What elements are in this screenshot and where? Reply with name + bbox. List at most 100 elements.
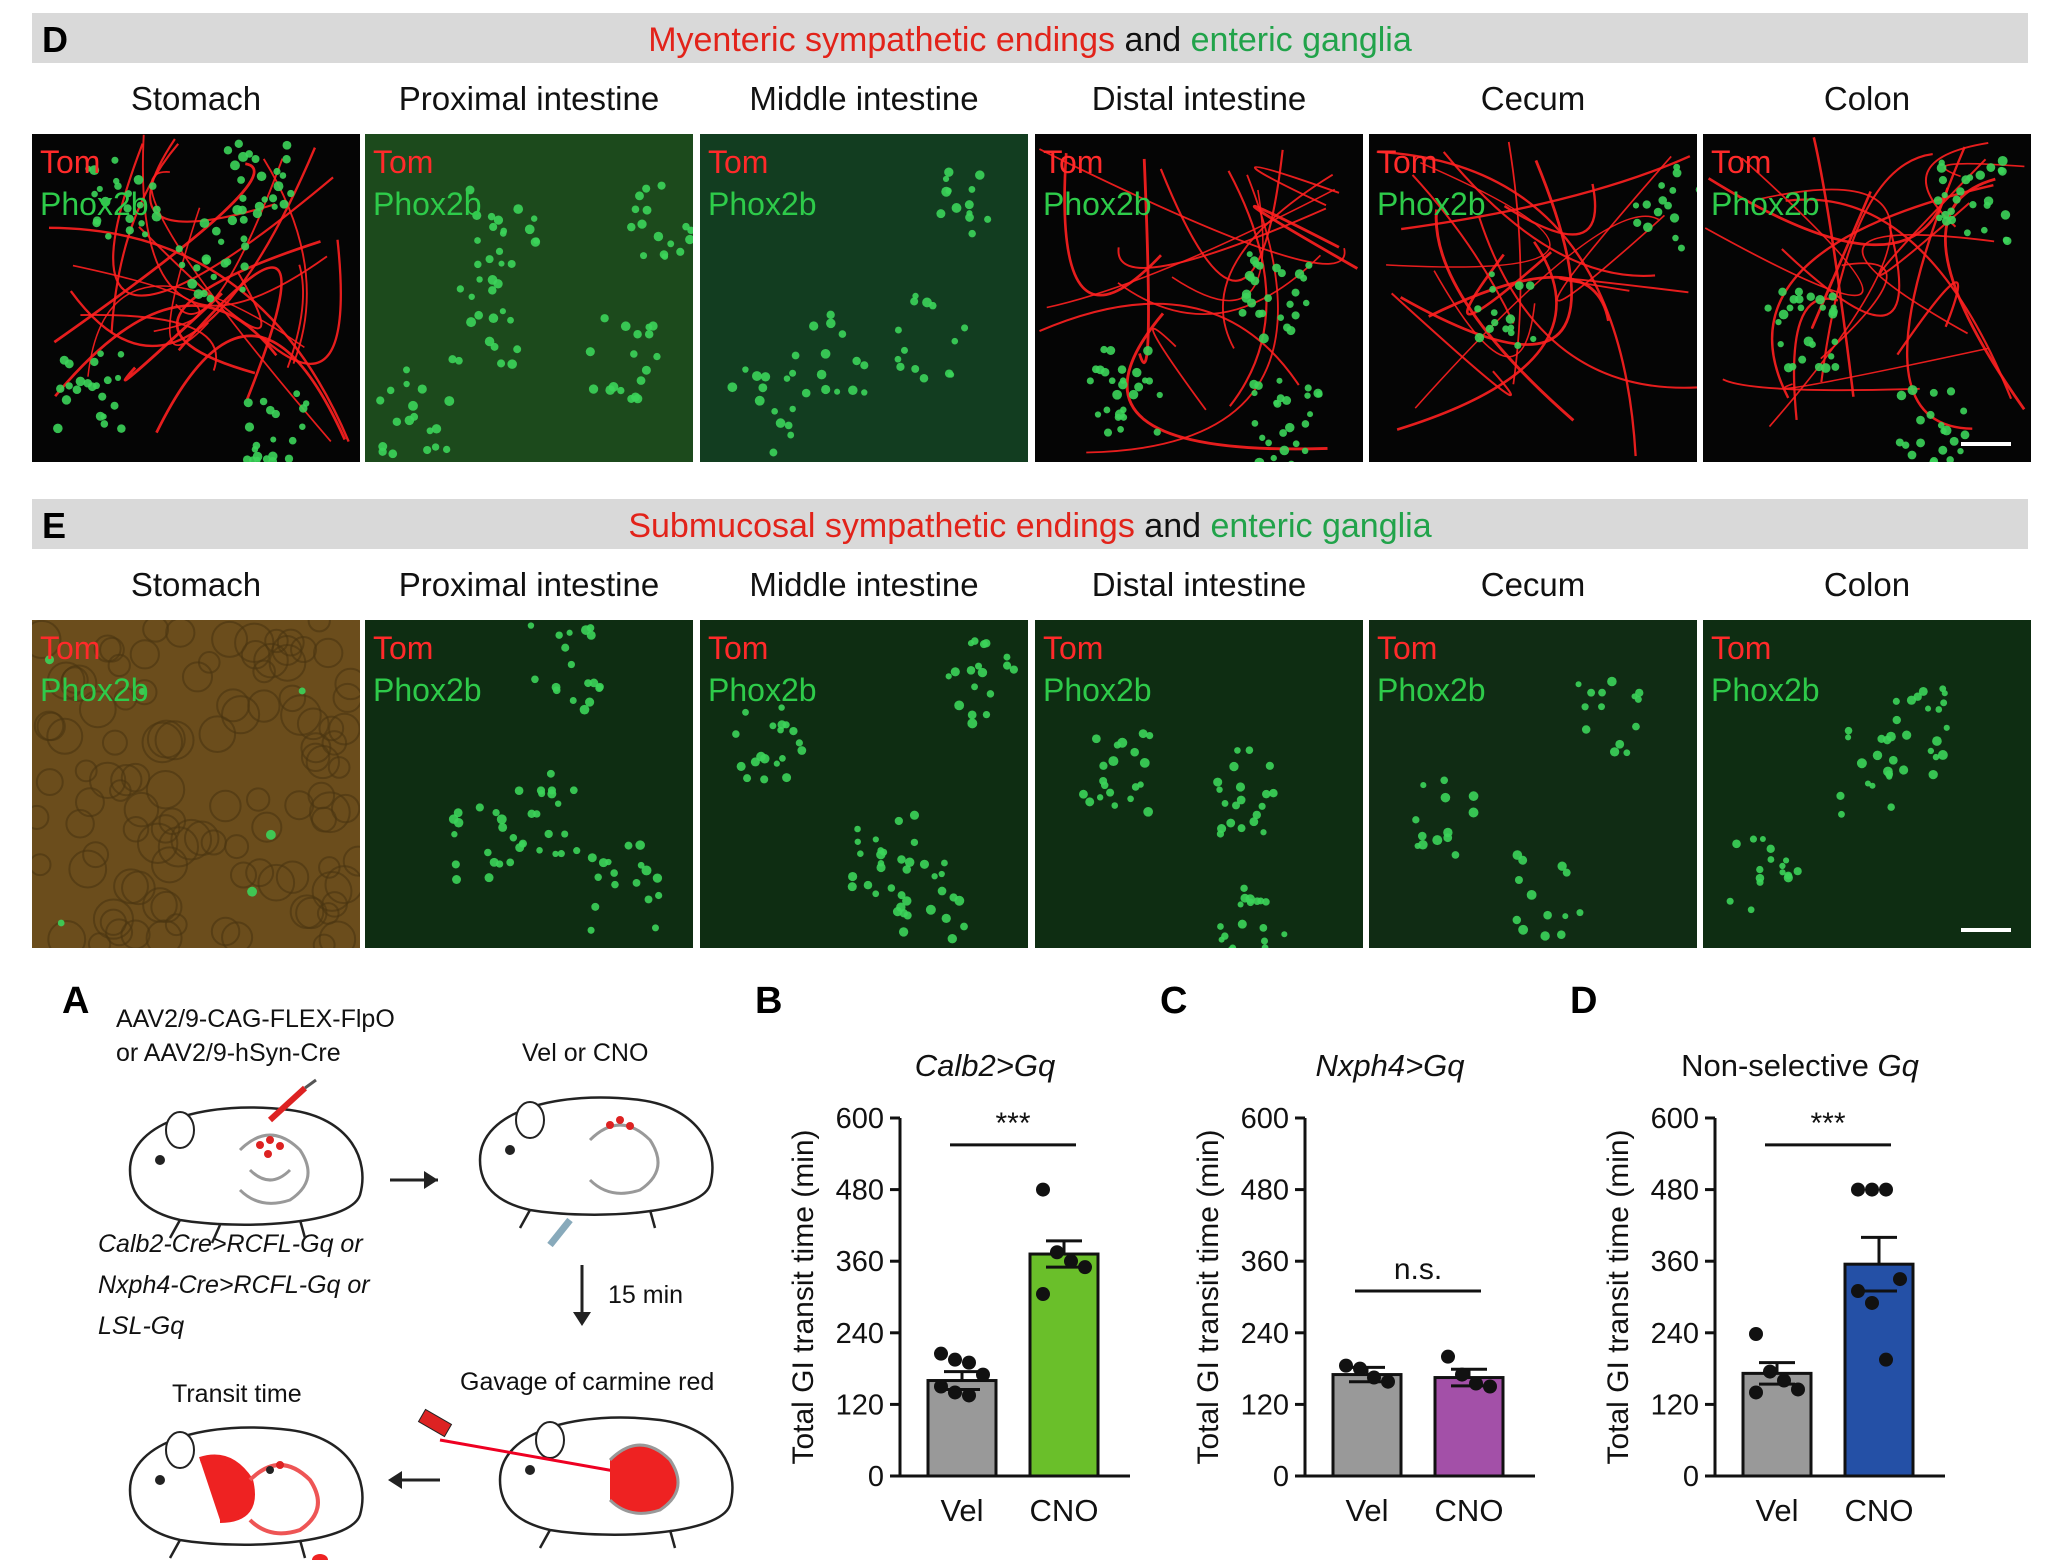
label-phox2b: Phox2b (40, 672, 149, 708)
micrograph-middle-intestine: Tom Phox2b (700, 134, 1028, 462)
data-point (1036, 1182, 1050, 1197)
chart-d: Total GI transit time (min) 0 120 240 360 480… (1570, 980, 1970, 1540)
wait-label: 15 min (608, 1281, 684, 1309)
panel-letter: C (1160, 980, 1188, 1022)
region-label-stomach: Stomach (130, 566, 262, 603)
section-e-header: E Submucosal sympathetic endings and ent… (32, 499, 2028, 549)
section-d-header: D Myenteric sympathetic endings and ente… (32, 13, 2028, 63)
data-point (1064, 1254, 1078, 1269)
label-phox2b: Phox2b (40, 186, 149, 222)
chart-b: Total GI transit time (min) 0 120 240 360 480… (755, 980, 1155, 1540)
label-tom: Tom (40, 630, 101, 666)
mouse-transit-icon (128, 1426, 364, 1560)
x-tick-label: CNO (1030, 1493, 1099, 1528)
mouse-gavage-icon (417, 1408, 734, 1549)
mouse-injection-icon (128, 1078, 364, 1244)
y-tick-label: 600 (1241, 1103, 1289, 1135)
micrograph-colon: Tom Phox2b (1703, 620, 2031, 948)
label-phox2b: Phox2b (708, 672, 817, 708)
micrograph-middle-intestine: Tom Phox2b (700, 620, 1028, 948)
label-tom: Tom (1711, 630, 1772, 666)
label-tom: Tom (40, 144, 101, 180)
genotype-line-2: Nxph4-Cre>RCFL-Gq or (98, 1271, 370, 1299)
label-phox2b: Phox2b (1377, 672, 1486, 708)
data-point (1469, 1376, 1483, 1391)
significance-label: n.s. (1394, 1253, 1442, 1286)
micrograph-proximal-intestine: Tom Phox2b (365, 134, 693, 462)
region-label-colon: Colon (1823, 566, 1911, 603)
x-tick-label: CNO (1435, 1493, 1504, 1528)
label-tom: Tom (1377, 144, 1438, 180)
data-point (948, 1385, 962, 1400)
label-tom: Tom (1043, 630, 1104, 666)
title-red-part: Myenteric sympathetic endings (648, 21, 1115, 59)
label-tom: Tom (373, 144, 434, 180)
title-red-part: Submucosal sympathetic endings (628, 507, 1135, 545)
data-point (1078, 1260, 1092, 1275)
data-point (948, 1352, 962, 1367)
bar-cno (1028, 1252, 1100, 1478)
treatment-label: Vel or CNO (522, 1039, 649, 1067)
micrograph-stomach: Tom Phox2b (32, 620, 360, 948)
y-tick-label: 480 (1651, 1175, 1699, 1207)
data-point (1865, 1182, 1879, 1197)
label-tom: Tom (1043, 144, 1104, 180)
micrograph-cecum: Tom Phox2b (1369, 620, 1697, 948)
title-green-part: enteric ganglia (1210, 507, 1432, 545)
data-point (1367, 1370, 1381, 1385)
panel-a-schematic (128, 1078, 734, 1560)
data-point (1381, 1374, 1395, 1389)
region-label-proximal-intestine: Proximal intestine (398, 80, 660, 117)
data-point (1851, 1182, 1865, 1197)
bar-cno (1433, 1376, 1505, 1478)
label-tom: Tom (373, 630, 434, 666)
label-phox2b: Phox2b (373, 186, 482, 222)
micrograph-cecum: Tom Phox2b (1369, 134, 1697, 462)
data-point (1763, 1364, 1777, 1379)
data-point (1483, 1379, 1497, 1394)
data-point (1353, 1361, 1367, 1376)
label-tom: Tom (1377, 630, 1438, 666)
data-point (962, 1355, 976, 1370)
y-axis-label: Total GI transit time (min) (787, 1129, 820, 1464)
genotype-line-1: Calb2-Cre>RCFL-Gq or (98, 1230, 363, 1258)
label-phox2b: Phox2b (708, 186, 817, 222)
y-tick-label: 240 (836, 1318, 884, 1350)
data-point (976, 1367, 990, 1382)
x-tick-label: Vel (1345, 1493, 1388, 1528)
title-and: and (1124, 21, 1182, 59)
data-point (1851, 1284, 1865, 1299)
data-point (1441, 1349, 1455, 1364)
y-tick-label: 0 (1273, 1461, 1289, 1493)
data-point (1339, 1358, 1353, 1373)
x-tick-label: CNO (1845, 1493, 1914, 1528)
bar-cno (1843, 1262, 1915, 1478)
y-axis-label: Total GI transit time (min) (1192, 1129, 1225, 1464)
bar-vel (1331, 1373, 1403, 1478)
title-and: and (1144, 507, 1202, 545)
label-phox2b: Phox2b (1711, 186, 1820, 222)
data-point (1879, 1182, 1893, 1197)
data-point (1879, 1352, 1893, 1367)
y-tick-label: 0 (868, 1461, 884, 1493)
mouse-treatment-icon (478, 1096, 714, 1248)
y-tick-label: 360 (836, 1246, 884, 1278)
data-point (934, 1346, 948, 1361)
panel-letter: B (755, 980, 783, 1022)
region-label-distal-intestine: Distal intestine (1091, 566, 1307, 603)
panel-letter: D (1570, 980, 1598, 1022)
panel-a-letter: A (62, 980, 90, 1022)
data-point (962, 1388, 976, 1403)
chart-c: Total GI transit time (min) 0 120 240 360 480… (1160, 980, 1560, 1540)
micrograph-colon: Tom Phox2b (1703, 134, 2031, 462)
y-tick-label: 240 (1651, 1318, 1699, 1350)
label-phox2b: Phox2b (1043, 672, 1152, 708)
data-point (934, 1379, 948, 1394)
data-point (1893, 1272, 1907, 1287)
label-phox2b: Phox2b (1377, 186, 1486, 222)
significance-label: *** (995, 1107, 1030, 1140)
y-axis-label: Total GI transit time (min) (1602, 1129, 1635, 1464)
y-tick-label: 600 (1651, 1103, 1699, 1135)
genotype-line-3: LSL-Gq (98, 1312, 185, 1340)
data-point (1036, 1287, 1050, 1302)
